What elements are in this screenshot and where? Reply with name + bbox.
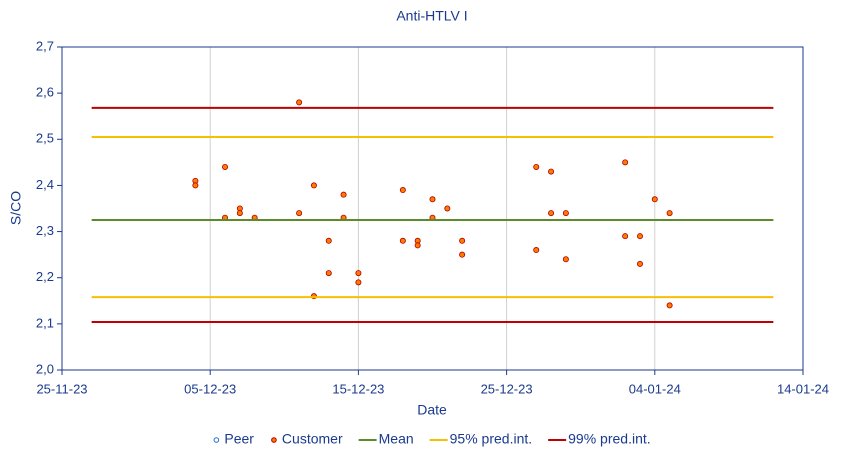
point bbox=[325, 270, 332, 277]
point bbox=[666, 210, 673, 217]
point bbox=[222, 163, 229, 170]
x-tick-label: 04-01-24 bbox=[629, 381, 681, 396]
point bbox=[355, 279, 362, 286]
point bbox=[236, 210, 243, 217]
point bbox=[444, 205, 451, 212]
point bbox=[562, 210, 569, 217]
point bbox=[414, 242, 421, 249]
point bbox=[325, 237, 332, 244]
point bbox=[459, 237, 466, 244]
legend: Peer Customer Mean 95% pred.int. 99% pred.in… bbox=[213, 431, 651, 447]
point bbox=[429, 196, 436, 203]
point bbox=[399, 187, 406, 194]
point bbox=[296, 210, 303, 217]
legend-label: Mean bbox=[379, 431, 414, 447]
legend-label: Peer bbox=[224, 431, 254, 447]
y-axis-label: S/CO bbox=[8, 191, 24, 225]
point bbox=[459, 251, 466, 258]
y-tick-label: 2,2 bbox=[36, 269, 54, 284]
point bbox=[651, 196, 658, 203]
point bbox=[533, 247, 540, 254]
x-tick-label: 05-12-23 bbox=[184, 381, 236, 396]
point bbox=[562, 256, 569, 263]
legend-marker bbox=[271, 437, 277, 443]
point bbox=[548, 210, 555, 217]
legend-label: 99% pred.int. bbox=[568, 431, 651, 447]
point bbox=[355, 270, 362, 277]
x-tick-label: 25-11-23 bbox=[36, 381, 87, 396]
point bbox=[399, 237, 406, 244]
x-tick-label: 25-12-23 bbox=[481, 381, 533, 396]
point bbox=[340, 191, 347, 198]
point bbox=[310, 182, 317, 189]
chart-title: Anti-HTLV I bbox=[396, 8, 467, 24]
legend-label: 95% pred.int. bbox=[450, 431, 533, 447]
y-tick-label: 2,5 bbox=[36, 131, 54, 146]
legend-marker bbox=[213, 437, 220, 443]
y-tick-label: 2,4 bbox=[36, 177, 54, 192]
y-tick-label: 2,7 bbox=[36, 38, 54, 53]
point bbox=[636, 260, 643, 267]
x-axis-label: Date bbox=[417, 402, 447, 418]
point bbox=[622, 233, 629, 240]
point bbox=[296, 99, 303, 106]
x-tick-label: 14-01-24 bbox=[777, 381, 829, 396]
y-tick-label: 2,1 bbox=[36, 315, 54, 330]
line bbox=[91, 135, 774, 299]
point bbox=[622, 159, 629, 166]
y-tick-label: 2,0 bbox=[36, 361, 54, 376]
point bbox=[192, 182, 199, 189]
legend-label: Customer bbox=[282, 431, 343, 447]
point bbox=[636, 233, 643, 240]
y-tick-label: 2,6 bbox=[36, 85, 54, 100]
point bbox=[548, 168, 555, 175]
y-tick-label: 2,3 bbox=[36, 223, 54, 238]
point bbox=[533, 163, 540, 170]
point bbox=[666, 302, 673, 309]
x-tick-label: 15-12-23 bbox=[332, 381, 384, 396]
plot-frame bbox=[61, 46, 804, 371]
line bbox=[91, 106, 774, 324]
